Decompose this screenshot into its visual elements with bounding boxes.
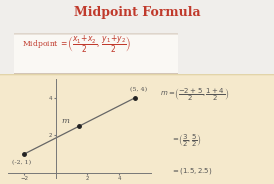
Text: (-2, 1): (-2, 1) [12,160,31,165]
Text: m: m [61,117,69,125]
Text: Midpoint Formula: Midpoint Formula [74,6,200,19]
Text: $m=\!\left(\dfrac{-2+5}{2},\dfrac{1+4}{2}\right)$: $m=\!\left(\dfrac{-2+5}{2},\dfrac{1+4}{2… [160,86,230,103]
Text: $=(1.5,2.5)$: $=(1.5,2.5)$ [171,166,213,176]
Text: Midpoint $= \!\left(\dfrac{x_1\!+\!x_2}{2},\,\dfrac{y_1\!+\!y_2}{2}\right)$: Midpoint $= \!\left(\dfrac{x_1\!+\!x_2}{… [22,33,131,55]
Text: (5, 4): (5, 4) [130,87,147,92]
Text: $=\!\left(\dfrac{3}{2},\dfrac{5}{2}\right)$: $=\!\left(\dfrac{3}{2},\dfrac{5}{2}\righ… [171,132,202,149]
FancyBboxPatch shape [7,34,185,74]
FancyBboxPatch shape [0,75,274,184]
